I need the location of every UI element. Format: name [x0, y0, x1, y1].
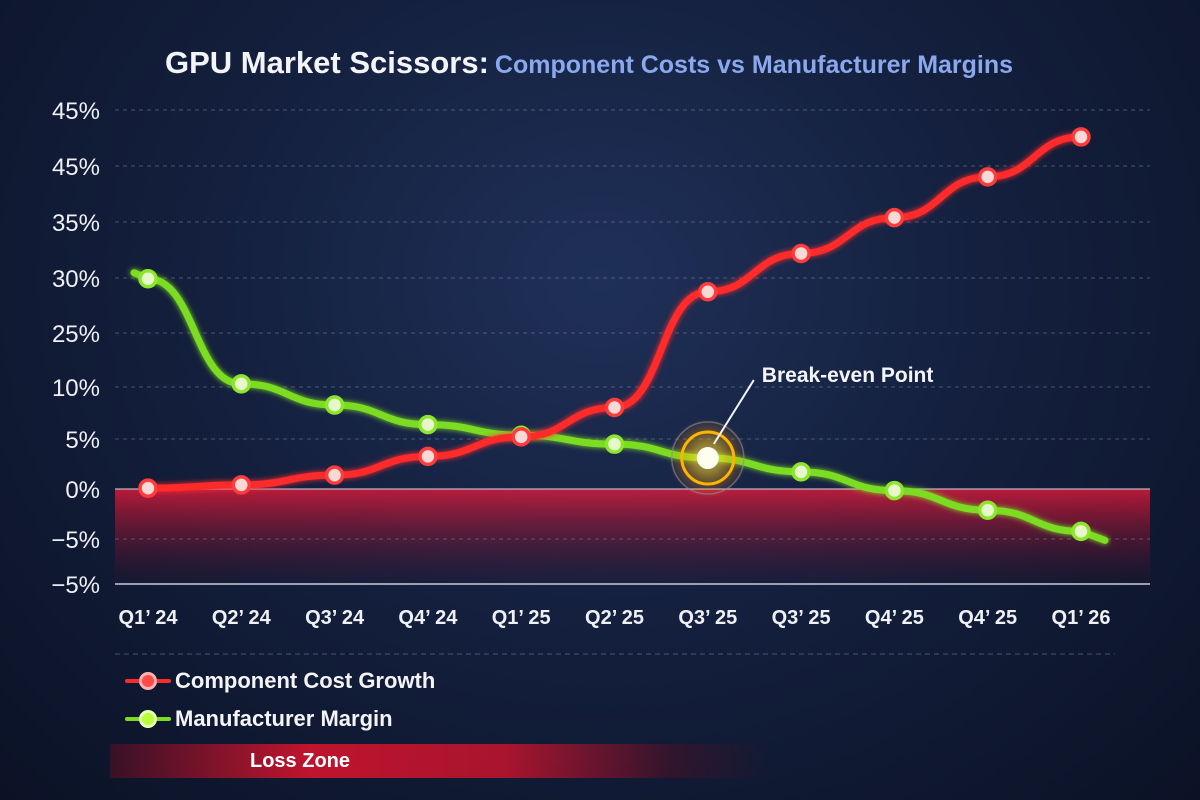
x-axis: Q1’ 24 Q2’ 24 Q3’ 24 Q4’ 24 Q1’ 25 Q2’ 25 Q3’ … — [119, 607, 1111, 629]
y-tick-label: 45% — [52, 154, 100, 181]
chart-title-sub: Component Costs vs Manufacturer Margins — [494, 51, 1014, 79]
data-point-margin — [604, 434, 625, 454]
y-axis: 45% 45% 35% 30% 25% 10% 5% 0% −5% −5% — [51, 98, 100, 599]
legend: Component Cost Growth Manufacturer Margi… — [125, 662, 435, 738]
y-tick-label: 45% — [52, 98, 100, 125]
y-tick-label: 30% — [52, 266, 100, 293]
x-tick-label: Q4’ 25 — [865, 607, 924, 629]
legend-swatch-margin — [125, 710, 171, 728]
data-point-margin — [231, 374, 252, 394]
legend-item-margin: Manufacturer Margin — [125, 700, 435, 738]
x-tick-label: Q2’ 24 — [212, 607, 272, 629]
annotation-group: Break-even Point — [667, 364, 934, 499]
loss-zone-area — [115, 489, 1150, 586]
break-even-label: Break-even Point — [762, 364, 934, 387]
chart-title-main: GPU Market Scissors: — [165, 45, 489, 80]
x-tick-label: Q1’ 24 — [119, 607, 179, 629]
y-tick-label: 10% — [52, 375, 100, 402]
break-even-ring — [671, 421, 745, 495]
data-point-margin — [418, 414, 438, 435]
data-point-margin — [324, 395, 345, 415]
data-point-margin — [1071, 521, 1091, 542]
x-tick-label: Q1’ 26 — [1052, 607, 1111, 629]
legend-label-cost: Component Cost Growth — [175, 668, 436, 693]
data-point-cost — [698, 282, 718, 302]
break-even-point — [696, 447, 719, 470]
y-tick-label: 25% — [52, 321, 100, 348]
data-point-cost — [977, 167, 998, 187]
x-tick-label: Q4’ 24 — [398, 607, 458, 629]
loss-zone-label: Loss Zone — [250, 750, 351, 772]
data-point-cost — [231, 475, 252, 495]
y-tick-label: −5% — [51, 527, 100, 554]
series-line-margin — [130, 269, 1109, 544]
legend-item-cost: Component Cost Growth — [125, 662, 435, 700]
x-tick-label: Q3’ 25 — [678, 607, 737, 629]
y-tick-label: 0% — [65, 477, 100, 504]
data-point-margin — [977, 500, 998, 520]
y-tick-label: −5% — [51, 572, 100, 599]
y-tick-label: 35% — [52, 210, 100, 237]
data-point-margin — [138, 268, 158, 289]
chart-title: GPU Market Scissors: Component Costs vs M… — [165, 44, 1013, 81]
data-point-cost — [138, 478, 158, 498]
data-point-cost — [791, 243, 811, 264]
loss-zone-bar: Loss Zone — [110, 744, 770, 778]
break-even-leader — [712, 379, 755, 445]
data-point-cost — [511, 427, 531, 447]
x-tick-label: Q3’ 24 — [305, 607, 365, 629]
grid — [115, 109, 1150, 540]
data-point-cost — [604, 397, 625, 418]
x-tick-label: Q4’ 25 — [958, 607, 1017, 629]
data-point-cost — [884, 207, 905, 228]
data-point-margin — [884, 480, 905, 501]
data-point-margin — [791, 462, 811, 482]
data-point-cost — [1071, 127, 1091, 147]
x-tick-label: Q3’ 25 — [772, 607, 831, 629]
break-even-ring — [680, 430, 736, 486]
legend-label-margin: Manufacturer Margin — [175, 706, 393, 731]
series-group — [130, 127, 1109, 544]
x-tick-label: Q1’ 25 — [492, 607, 551, 629]
data-point-cost — [324, 465, 345, 485]
legend-swatch-cost — [125, 672, 171, 690]
x-tick-label: Q2’ 25 — [585, 607, 644, 629]
series-line-cost — [144, 133, 1085, 492]
data-point-cost — [418, 446, 438, 467]
y-tick-label: 5% — [65, 427, 100, 454]
